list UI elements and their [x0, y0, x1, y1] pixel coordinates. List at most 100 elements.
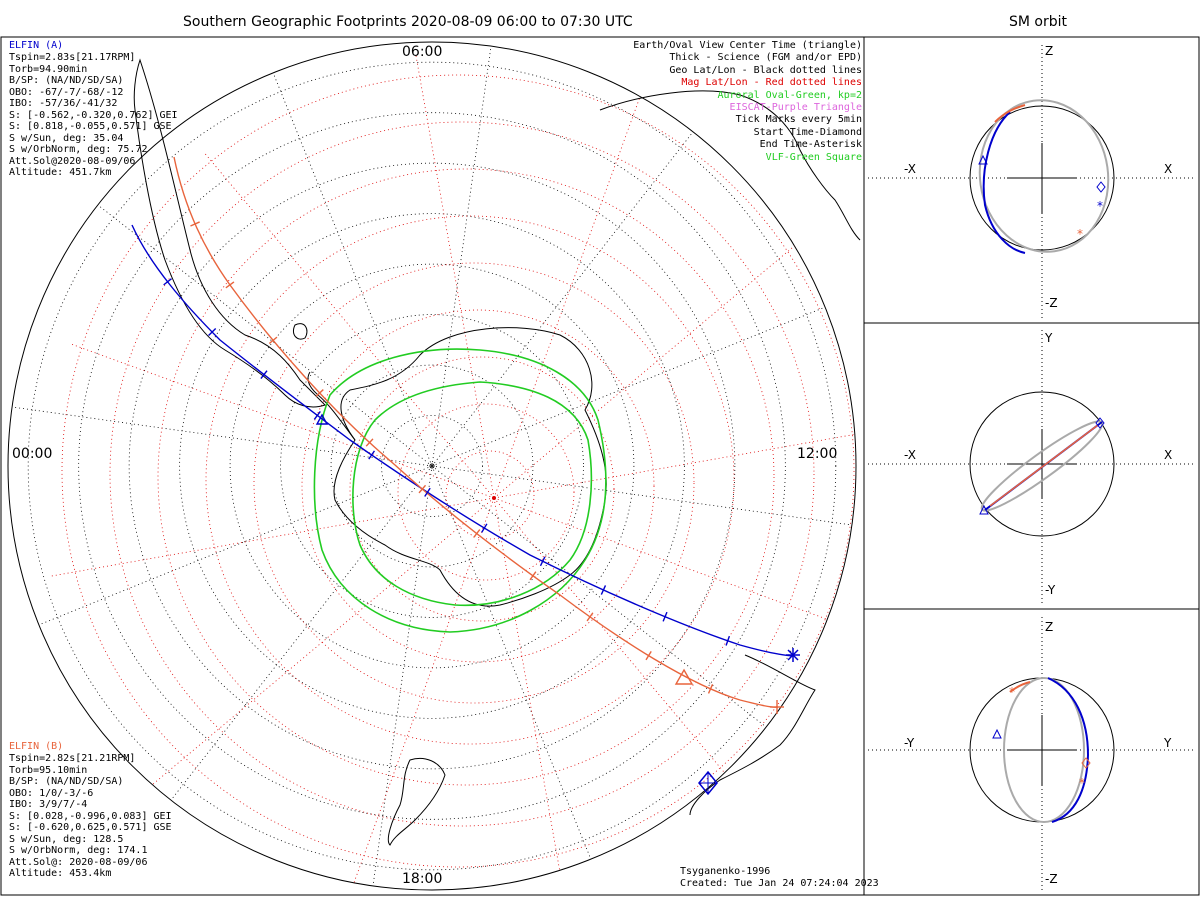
geo-longitude-line: [431, 306, 826, 467]
mag-longitude-line: [493, 497, 856, 653]
sm-orbit-yz-panel: * *: [868, 617, 1196, 890]
mag-latitude-circle: [301, 309, 655, 663]
orbit-b-science-xy: [989, 424, 1099, 507]
elfin-b-info-line: S w/OrbNorm, deg: 174.1: [9, 845, 148, 856]
geo-longitude-line: [431, 131, 694, 467]
panel1-bottom-label: -Z: [1045, 296, 1058, 310]
mag-longitude-line: [493, 75, 649, 499]
main-title: Southern Geographic Footprints 2020-08-0…: [183, 14, 633, 30]
new-zealand-coast: [387, 757, 446, 846]
mag-longitude-line: [415, 54, 495, 499]
south-america-coast: [133, 58, 326, 408]
sm-orbit-title: SM orbit: [1009, 14, 1068, 30]
elfin-b-tick: [586, 612, 594, 622]
elfin-b-tick: [473, 529, 481, 538]
elfin-b-tick: [418, 484, 427, 494]
elfin-b-info-line: S: [0.028,-0.996,0.083] GEI: [9, 810, 172, 822]
elfin-b-name: ELFIN (B): [9, 741, 64, 752]
geo-longitude-line: [38, 465, 433, 626]
panel1-left-label: -X: [904, 162, 916, 176]
mag-longitude-line: [204, 153, 495, 499]
geo-longitude-line: [272, 72, 433, 467]
auroral-ovals: [313, 348, 607, 633]
elfin-a-tick: [662, 611, 668, 622]
mag-latitude-circle: [445, 450, 535, 540]
elfin-a-info-line: OBO: -67/-7/-68/-12: [9, 86, 124, 98]
geo-latitude-circle: [381, 415, 483, 517]
geo-latitude-circle: [78, 112, 786, 820]
geo-longitude-line: [431, 465, 592, 860]
auroral-oval-inner: [352, 381, 593, 607]
elfin-b-tick: [645, 651, 652, 661]
legend-entry: Tick Marks every 5min: [735, 114, 862, 126]
mag-grid: [50, 54, 856, 890]
elfin-a-footprint-track: [131, 224, 794, 657]
elfin-b-tick: [268, 336, 278, 345]
geo-latitude-circle: [27, 61, 837, 871]
africa-coast: [599, 90, 861, 241]
asterisk-b-yz: *: [1009, 685, 1015, 699]
elfin-b-info-line: Altitude: 453.4km: [9, 868, 112, 879]
elfin-b-tick: [529, 571, 537, 581]
legend-entry: Thick - Science (FGM and/or EPD): [669, 52, 862, 64]
geo-longitude-line: [170, 465, 433, 801]
mag-longitude-line: [493, 419, 856, 499]
geographic-pole-marker: [429, 463, 435, 469]
geo-grid: [12, 46, 852, 886]
diamond-xy: [1095, 417, 1105, 429]
legend-entry: Geo Lat/Lon - Black dotted lines: [669, 64, 862, 76]
elfin-b-tick: [190, 221, 200, 227]
elfin-a-info: Tspin=2.83s[21.17RPM] Torb=94.90min B/SP: …: [9, 52, 178, 179]
geo-latitude-circle: [280, 314, 584, 618]
australia-coast: [689, 654, 816, 816]
elfin-a-tick: [163, 278, 172, 286]
orbit-a-yz: [1047, 677, 1090, 823]
panel2-top-label: Y: [1045, 331, 1053, 345]
time-label-left: 00:00: [12, 446, 53, 462]
elfin-b-tick: [315, 389, 324, 397]
mag-latitude-circle: [157, 168, 775, 786]
elfin-a-tick: [725, 635, 731, 646]
elfin-b-info-line: S w/Sun, deg: 128.5: [9, 833, 124, 845]
legend-entry: Earth/Oval View Center Time (triangle): [633, 40, 862, 51]
mag-longitude-line: [493, 208, 839, 499]
panel1-top-label: Z: [1045, 44, 1054, 58]
orbit-b-xz: [978, 99, 1110, 253]
triangle-xy: [979, 504, 989, 515]
mag-latitude-circle: [253, 262, 695, 704]
mag-longitude-line: [149, 497, 495, 788]
mag-latitude-circle: [397, 403, 575, 581]
elfin-a-tick: [208, 328, 217, 337]
time-label-bottom: 18:00: [402, 871, 443, 887]
legend-entry: Start Time-Diamond: [753, 126, 862, 138]
panel2-left-label: -X: [904, 448, 916, 462]
orbit-b-yz: [1003, 677, 1085, 823]
geo-latitude-circle: [229, 263, 635, 669]
elfin-b-info-line: S: [-0.620,0.625,0.571] GSE: [9, 822, 172, 833]
triangle-yz: [992, 728, 1002, 739]
elfin-a-tick: [539, 556, 546, 567]
model-label: Tsyganenko-1996: [680, 866, 771, 877]
time-label-top: 06:00: [402, 44, 443, 60]
panel3-left-label: -Y: [904, 736, 915, 750]
geo-longitude-line: [431, 46, 492, 467]
elfin-a-info-line: S w/OrbNorm, deg: 75.72: [9, 144, 148, 155]
elfin-a-end-asterisk: [786, 648, 800, 662]
orbit-b-science-xz: [994, 104, 1026, 123]
mag-latitude-circle: [205, 215, 735, 745]
elfin-a-info-line: S: [-0.562,-0.320,0.762] GEI: [9, 109, 178, 121]
time-label-right: 12:00: [797, 446, 838, 462]
elfin-a-view-center-triangle: [315, 413, 329, 425]
orbit-a-xz: [982, 111, 1026, 254]
elfin-a-info-line: B/SP: (NA/ND/SD/SA): [9, 75, 124, 86]
elfin-b-info-line: Tspin=2.82s[21.21RPM]: [9, 753, 136, 764]
elfin-a-info-line: Altitude: 451.7km: [9, 167, 112, 178]
asterisk-yz: *: [1079, 776, 1085, 790]
asterisk-xz: *: [1097, 199, 1103, 213]
legend-entry: End Time-Asterisk: [759, 139, 862, 151]
mag-longitude-line: [71, 343, 495, 499]
elfin-a-info-line: Att.Sol@2020-08-09/06: [9, 155, 136, 167]
triangle-xz: [978, 154, 988, 165]
elfin-b-view-center-triangle: [674, 668, 694, 685]
